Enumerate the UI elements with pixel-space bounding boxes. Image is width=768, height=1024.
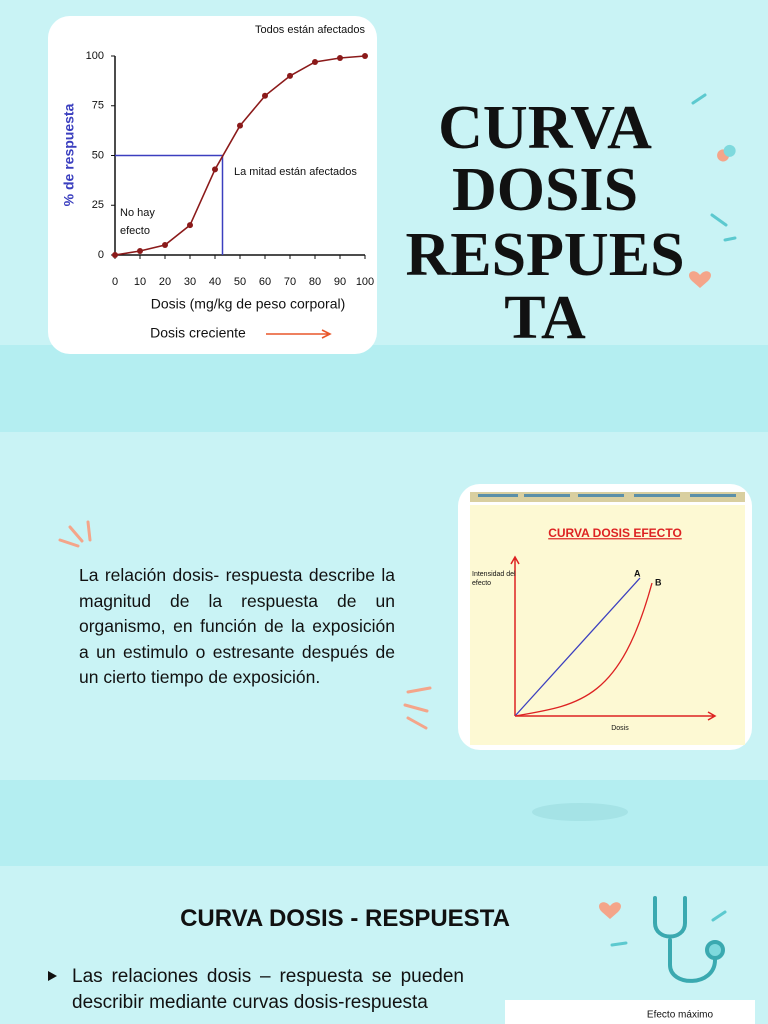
figure-panel [470, 505, 745, 745]
x-tick-label: 20 [159, 276, 171, 288]
axes [510, 555, 717, 721]
title-line: DOSIS [451, 156, 639, 224]
chart: Todos están afectados % de respuesta Dos… [61, 24, 374, 341]
x-tick-label: 70 [284, 276, 296, 288]
y-axis-label: Intensidad del efecto [472, 571, 516, 587]
x-tick-label: 0 [112, 276, 118, 288]
y-tick-label: 0 [98, 249, 104, 261]
pill [717, 144, 736, 162]
annotation: Dosis creciente [150, 325, 246, 341]
y-tick-label: 25 [92, 199, 104, 211]
title-line: CURVA [438, 94, 652, 162]
figure-frame [48, 16, 377, 354]
shadow [532, 803, 628, 821]
x-axis-label: Dosis (mg/kg de peso corporal) [151, 296, 346, 312]
chart-title: Todos están afectados [255, 24, 366, 36]
heading: CURVA DOSIS - RESPUESTA [180, 905, 510, 932]
x-tick-label: 10 [134, 276, 146, 288]
x-tick-label: 100 [356, 276, 374, 288]
x-tick-label: 90 [334, 276, 346, 288]
x-tick-label: 80 [309, 276, 321, 288]
data-point [162, 242, 168, 249]
data-point [212, 166, 218, 173]
title-line: RESPUES [405, 221, 685, 289]
figure-title: CURVA DOSIS EFECTO [548, 526, 682, 540]
data-point [237, 122, 243, 129]
x-tick-label: 30 [184, 276, 196, 288]
paragraph: La relación dosis- respuesta describe la… [79, 565, 395, 688]
band [0, 345, 768, 432]
curve-b [514, 582, 653, 717]
figure-label: Efecto máximo [647, 1010, 714, 1021]
data-point [287, 72, 293, 79]
x-tick-label: 50 [234, 276, 246, 288]
stethoscope [653, 896, 725, 983]
dash [691, 93, 737, 242]
y-tick-label: 75 [92, 100, 104, 112]
curve-a [514, 577, 641, 717]
data-point [262, 92, 268, 99]
data-point [337, 54, 343, 61]
title-line: TA [504, 284, 586, 352]
annotation: La mitad están afectados [234, 166, 357, 178]
annotation: No hay efecto [120, 207, 155, 237]
data-point [112, 252, 118, 258]
heart [599, 902, 621, 919]
band [0, 780, 768, 866]
curve-label: A [634, 568, 641, 578]
curve-label: B [655, 577, 662, 587]
x-axis-label: Dosis [611, 725, 629, 732]
dash [610, 910, 727, 947]
bullet-marker [48, 971, 57, 981]
tabs [470, 492, 745, 502]
spark [403, 686, 432, 730]
figure-frame [505, 1000, 755, 1024]
bullet-text: Las relaciones dosis – respuesta se pued… [72, 966, 464, 1013]
x-tick-label: 40 [209, 276, 221, 288]
spark [58, 520, 92, 548]
data-point [137, 248, 143, 255]
data-point [187, 222, 193, 229]
data-point [362, 53, 368, 59]
y-tick-label: 50 [92, 149, 104, 161]
heart [689, 271, 711, 288]
y-axis-label: % de respuesta [61, 103, 77, 206]
y-tick-label: 100 [86, 50, 104, 62]
data-point [312, 58, 318, 65]
x-tick-label: 60 [259, 276, 271, 288]
arrow [266, 329, 332, 339]
